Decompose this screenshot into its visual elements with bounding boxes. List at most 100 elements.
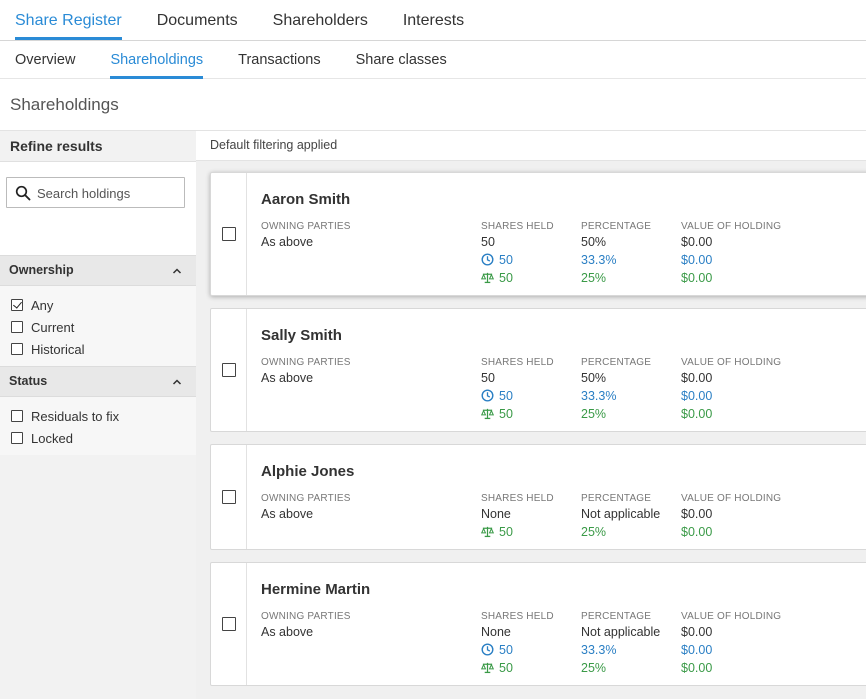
chevron-up-icon[interactable]	[172, 377, 182, 387]
holder-name[interactable]: Sally Smith	[261, 327, 342, 344]
option-label: Residuals to fix	[31, 408, 120, 424]
percentage-value: 50%	[581, 371, 607, 385]
beneficial-percentage: 25%	[581, 525, 607, 539]
beneficial-percentage: 25%	[581, 271, 607, 285]
tab-transactions[interactable]: Transactions	[238, 52, 321, 68]
option-label: Locked	[31, 430, 73, 446]
beneficial-shares-value: 50	[499, 407, 513, 421]
percentage-label: PERCENTAGE	[581, 221, 652, 232]
percentage-label: PERCENTAGE	[581, 493, 652, 504]
divider	[0, 130, 866, 131]
tab-shareholdings[interactable]: Shareholdings	[110, 41, 203, 79]
clock-icon	[481, 389, 494, 402]
value-label: VALUE OF HOLDING	[681, 611, 782, 622]
checkbox-current[interactable]	[11, 321, 23, 333]
card-checkbox-cell	[211, 173, 247, 295]
option-label: Historical	[31, 341, 85, 357]
card-checkbox[interactable]	[222, 490, 236, 504]
beneficial-shares: 50	[481, 525, 513, 539]
checkbox-historical[interactable]	[11, 343, 23, 355]
clock-icon	[481, 253, 494, 266]
pending-value: $0.00	[681, 253, 713, 267]
beneficial-value: $0.00	[681, 271, 713, 285]
percentage-label: PERCENTAGE	[581, 611, 652, 622]
pending-shares: 50	[481, 253, 513, 267]
status-section-header[interactable]: Status	[0, 366, 196, 397]
search-input[interactable]	[37, 184, 177, 202]
holding-card[interactable]: Hermine Martin OWNING PARTIES As above SHAR…	[210, 562, 866, 686]
tab-shareholders[interactable]: Shareholders	[272, 12, 368, 29]
card-checkbox[interactable]	[222, 227, 236, 241]
beneficial-percentage: 25%	[581, 407, 607, 421]
shares-held-label: SHARES HELD	[481, 493, 554, 504]
card-checkbox-cell	[211, 563, 247, 685]
ownership-options: Any Current Historical	[0, 286, 196, 366]
scale-icon	[481, 272, 494, 284]
search-icon	[15, 185, 31, 201]
pending-percentage: 33.3%	[581, 253, 617, 267]
refine-sidebar: Refine results Ownership Any Current His…	[0, 131, 196, 699]
owning-parties-value: As above	[261, 625, 314, 639]
checkbox-any[interactable]	[11, 299, 23, 311]
beneficial-value: $0.00	[681, 661, 713, 675]
option-residuals-to-fix[interactable]: Residuals to fix	[11, 405, 196, 427]
value-label: VALUE OF HOLDING	[681, 221, 782, 232]
tab-overview[interactable]: Overview	[15, 52, 76, 68]
checkbox-residuals[interactable]	[11, 410, 23, 422]
holding-value: $0.00	[681, 625, 713, 639]
holding-card[interactable]: Aaron Smith OWNING PARTIES As above SHARES …	[210, 172, 866, 296]
percentage-value: Not applicable	[581, 507, 661, 521]
holding-card[interactable]: Alphie Jones OWNING PARTIES As above SHARES…	[210, 444, 866, 550]
option-any[interactable]: Any	[11, 294, 196, 316]
beneficial-shares-value: 50	[499, 661, 513, 675]
search-box[interactable]	[6, 177, 185, 208]
card-checkbox-cell	[211, 309, 247, 431]
holding-card[interactable]: Sally Smith OWNING PARTIES As above SHARES …	[210, 308, 866, 432]
pending-shares-value: 50	[499, 389, 513, 403]
refine-results-header: Refine results	[0, 131, 196, 162]
option-label: Current	[31, 319, 75, 335]
sub-nav: Overview Shareholdings Transactions Shar…	[0, 41, 866, 79]
ownership-section-title: Ownership	[9, 263, 74, 277]
beneficial-shares-value: 50	[499, 525, 513, 539]
pending-shares-value: 50	[499, 253, 513, 267]
pending-percentage: 33.3%	[581, 389, 617, 403]
tab-share-register[interactable]: Share Register	[15, 0, 122, 41]
owning-parties-label: OWNING PARTIES	[261, 611, 351, 622]
holder-name[interactable]: Alphie Jones	[261, 463, 355, 480]
beneficial-shares: 50	[481, 271, 513, 285]
status-options: Residuals to fix Locked	[0, 397, 196, 455]
card-checkbox-cell	[211, 445, 247, 549]
pending-shares: 50	[481, 389, 513, 403]
percentage-value: 50%	[581, 235, 607, 249]
owning-parties-label: OWNING PARTIES	[261, 493, 351, 504]
holding-value: $0.00	[681, 507, 713, 521]
owning-parties-value: As above	[261, 371, 314, 385]
chevron-up-icon[interactable]	[172, 266, 182, 276]
shares-held-value: 50	[481, 371, 495, 385]
tab-interests[interactable]: Interests	[402, 12, 465, 29]
tab-documents[interactable]: Documents	[156, 12, 238, 29]
option-locked[interactable]: Locked	[11, 427, 196, 449]
holding-value: $0.00	[681, 371, 713, 385]
percentage-value: Not applicable	[581, 625, 661, 639]
checkbox-locked[interactable]	[11, 432, 23, 444]
shares-held-value: None	[481, 507, 511, 521]
percentage-label: PERCENTAGE	[581, 357, 652, 368]
card-checkbox[interactable]	[222, 617, 236, 631]
option-current[interactable]: Current	[11, 316, 196, 338]
tab-share-classes[interactable]: Share classes	[355, 52, 447, 68]
holder-name[interactable]: Aaron Smith	[261, 191, 351, 208]
option-historical[interactable]: Historical	[11, 338, 196, 360]
scale-icon	[481, 662, 494, 674]
pending-shares-value: 50	[499, 643, 513, 657]
owning-parties-label: OWNING PARTIES	[261, 357, 351, 368]
holder-name[interactable]: Hermine Martin	[261, 581, 371, 598]
beneficial-shares: 50	[481, 407, 513, 421]
card-checkbox[interactable]	[222, 363, 236, 377]
value-label: VALUE OF HOLDING	[681, 357, 782, 368]
scale-icon	[481, 408, 494, 420]
pending-value: $0.00	[681, 389, 713, 403]
ownership-section-header[interactable]: Ownership	[0, 255, 196, 286]
beneficial-value: $0.00	[681, 525, 713, 539]
